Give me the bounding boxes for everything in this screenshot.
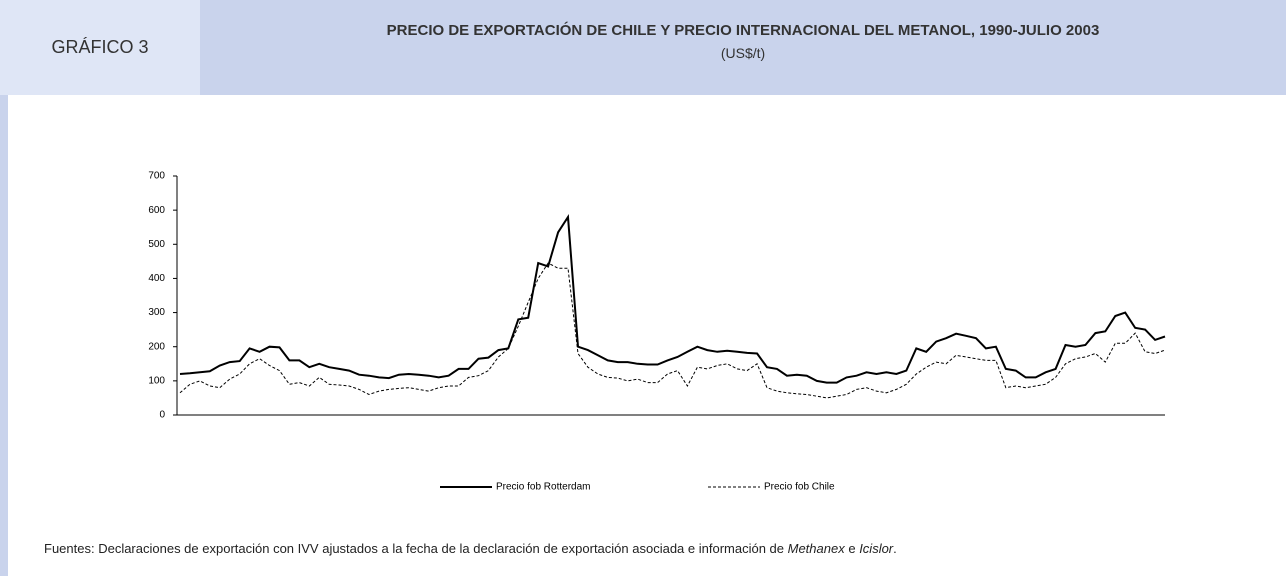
- footer-text: e: [844, 541, 860, 556]
- y-tick-label: 200: [148, 341, 165, 352]
- y-tick-label: 600: [148, 205, 165, 216]
- series-line: [179, 213, 1166, 384]
- footer: Fuentes: Declaraciones de exportación co…: [44, 541, 897, 556]
- source: Methanex: [787, 541, 845, 556]
- chart-title: PRECIO DE EXPORTACIÓN DE CHILE Y PRECIO …: [386, 22, 1100, 39]
- footer-text: .: [893, 541, 897, 556]
- figure-label: GRÁFICO 3: [0, 0, 200, 95]
- chart: 0 100 200 300 400 500 600 700 Precio fob Rotterd…: [148, 171, 1166, 493]
- legend-label: Precio fob Rotterdam: [496, 482, 591, 493]
- y-tick-label: 500: [148, 239, 165, 250]
- y-tick-label: 300: [148, 307, 165, 318]
- y-tick-label: 400: [148, 273, 165, 284]
- series-line: [179, 262, 1166, 399]
- side-bar: [0, 0, 8, 576]
- source: Icislor: [859, 541, 894, 556]
- y-tick-label: 700: [148, 171, 165, 182]
- y-tick-label: 0: [159, 410, 165, 421]
- header: PRECIO DE EXPORTACIÓN DE CHILE Y PRECIO …: [200, 0, 1286, 95]
- footer-text: Fuentes: Declaraciones de exportación co…: [44, 541, 788, 556]
- legend-label: Precio fob Chile: [764, 482, 835, 493]
- y-tick-label: 100: [148, 375, 165, 386]
- chart-subtitle: (US$/t): [720, 45, 766, 61]
